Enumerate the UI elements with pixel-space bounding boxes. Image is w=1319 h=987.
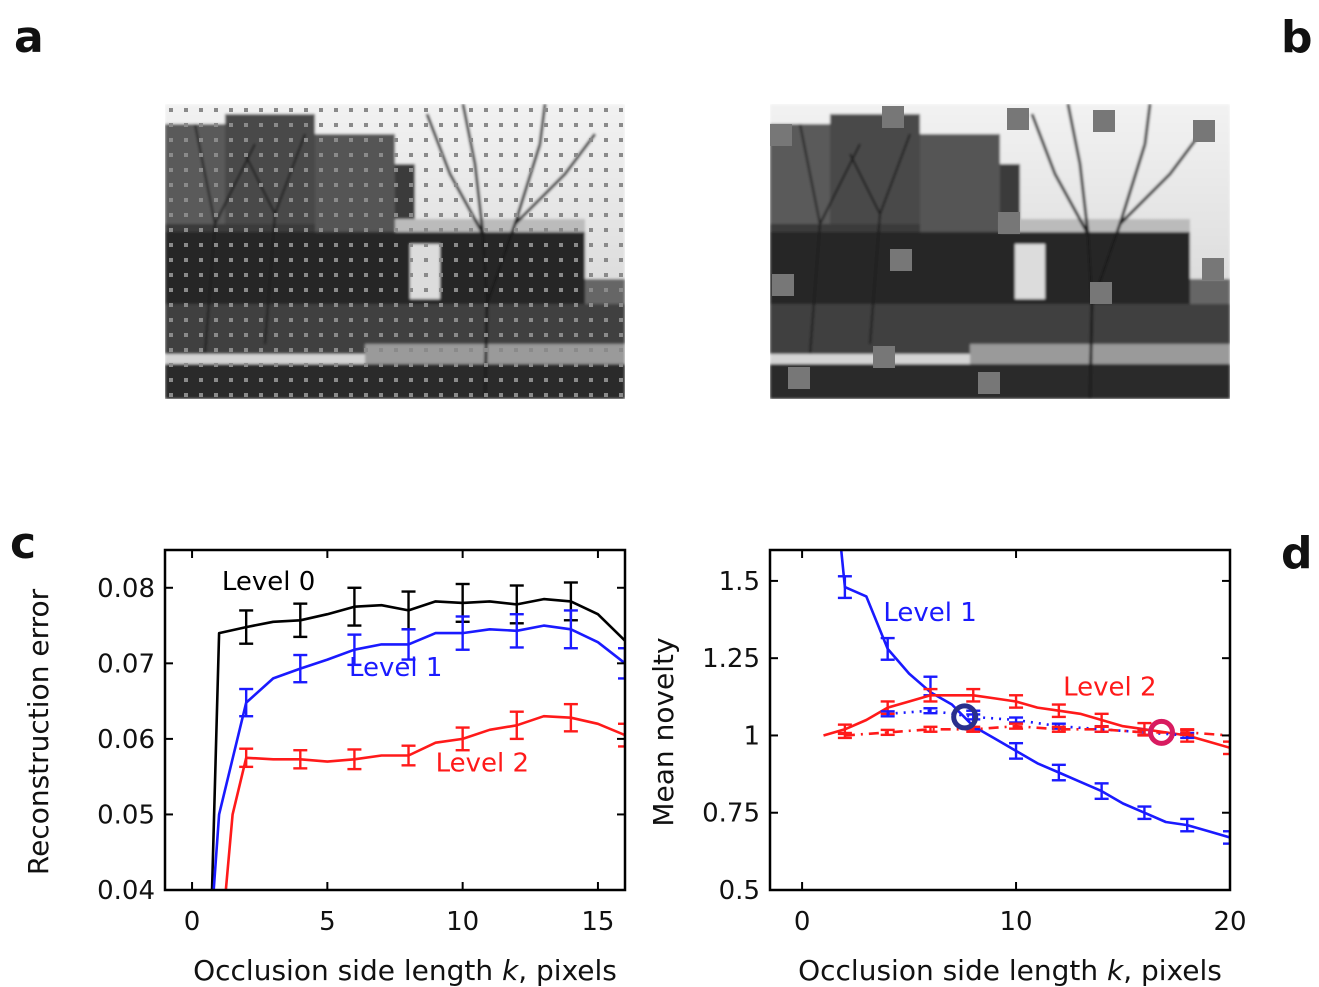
panel-letter-b: b xyxy=(1281,12,1313,63)
panel-letter-d: d xyxy=(1281,528,1313,579)
error-bar xyxy=(563,702,578,733)
error-bar xyxy=(1051,703,1066,719)
y-tick-label: 0.08 xyxy=(97,574,155,604)
error-bar xyxy=(923,725,938,733)
error-bar xyxy=(1137,805,1152,821)
error-bar xyxy=(1180,728,1195,737)
error-bar xyxy=(923,707,938,715)
error-bar xyxy=(1009,741,1024,760)
error-bar xyxy=(1009,716,1024,724)
error-bar xyxy=(239,747,254,769)
error-bar xyxy=(239,609,254,645)
y-axis-label: Reconstruction error xyxy=(22,588,55,875)
error-bar xyxy=(1051,763,1066,782)
error-bar xyxy=(347,586,362,627)
x-tick-label: 10 xyxy=(446,907,479,937)
x-tick-label: 20 xyxy=(1213,907,1246,937)
series-annotation: Level 2 xyxy=(436,748,529,778)
panel-letter-a: a xyxy=(14,12,44,63)
error-bar xyxy=(509,613,524,649)
highlight-circle-marker xyxy=(1148,718,1176,746)
y-tick-label: 0.75 xyxy=(702,799,760,829)
x-tick-label: 0 xyxy=(794,907,811,937)
y-tick-label: 0.04 xyxy=(97,876,155,906)
axes-frame-c xyxy=(163,548,627,892)
series-annotation: Level 1 xyxy=(349,653,442,683)
x-tick-label: 0 xyxy=(184,907,201,937)
y-tick-label: 0.05 xyxy=(97,800,155,830)
plot-area-c xyxy=(210,581,625,890)
series-line xyxy=(839,550,1230,839)
error-bar xyxy=(1009,722,1024,730)
error-bar xyxy=(1180,817,1195,833)
series-annotation: Level 0 xyxy=(222,567,315,597)
error-bar xyxy=(563,609,578,650)
error-bar xyxy=(347,748,362,771)
error-bar xyxy=(1223,740,1230,756)
error-bar xyxy=(1051,725,1066,733)
y-tick-label: 0.06 xyxy=(97,725,155,755)
error-bar xyxy=(1223,830,1230,845)
plot-area-d xyxy=(823,550,1230,845)
error-bar xyxy=(966,687,981,703)
series-level-1 xyxy=(837,550,1230,845)
image-a-dense-occlusions xyxy=(163,102,627,401)
error-bar xyxy=(293,653,308,684)
panel-letter-c: c xyxy=(10,518,36,569)
error-bar xyxy=(837,575,852,600)
chart-d-mean-novelty: 0 10 20 0.5 0.75 1 1.25 1.5 Occlusion side lengt… xyxy=(647,548,1247,987)
error-bar xyxy=(1009,694,1024,709)
error-bar xyxy=(618,647,625,680)
error-bar xyxy=(1094,782,1109,801)
y-tick-label: 1.5 xyxy=(719,567,760,597)
error-bar xyxy=(293,749,308,770)
image-b-sparse-occlusions xyxy=(768,102,1232,401)
y-tick-label: 0.07 xyxy=(97,649,155,679)
series-level-2 xyxy=(823,687,1230,756)
x-axis-label: Occlusion side length k, pixels xyxy=(193,954,617,987)
x-axis-label: Occlusion side length k, pixels xyxy=(798,954,1222,987)
series-level-1 xyxy=(212,609,625,890)
error-bar xyxy=(923,687,938,703)
error-bar xyxy=(455,726,470,752)
x-tick-label: 10 xyxy=(999,907,1032,937)
error-bar xyxy=(880,728,895,737)
axes-frame-d xyxy=(768,548,1232,892)
error-bar xyxy=(509,710,524,741)
y-tick-label: 1 xyxy=(743,721,760,751)
highlight-circle-marker xyxy=(951,703,979,731)
chart-c-reconstruction-error: 0 5 10 15 0.04 0.05 0.06 0.07 0.08 Occlusion side… xyxy=(22,548,627,987)
error-bar xyxy=(1094,725,1109,733)
error-bar xyxy=(618,722,625,748)
y-tick-label: 0.5 xyxy=(719,876,760,906)
error-bar xyxy=(455,615,470,651)
error-bar xyxy=(880,710,895,718)
series-line xyxy=(224,714,625,890)
error-bar xyxy=(347,633,362,667)
x-tick-label: 5 xyxy=(319,907,336,937)
series-level-0 xyxy=(210,581,625,890)
x-tick-label: 15 xyxy=(581,907,614,937)
y-tick-label: 1.25 xyxy=(702,644,760,674)
error-bar xyxy=(837,731,852,740)
error-bar xyxy=(1094,712,1109,728)
series-level-2 xyxy=(224,702,625,890)
error-bar xyxy=(401,628,416,661)
error-bar xyxy=(401,744,416,767)
error-bar xyxy=(880,636,895,661)
error-bar xyxy=(239,687,254,718)
series-line xyxy=(844,724,1230,737)
series-annotation: Level 2 xyxy=(1063,672,1156,702)
y-axis-label: Mean novelty xyxy=(647,637,680,826)
series-line xyxy=(210,597,625,890)
series-annotation: Level 1 xyxy=(883,598,976,628)
error-bar xyxy=(293,602,308,639)
